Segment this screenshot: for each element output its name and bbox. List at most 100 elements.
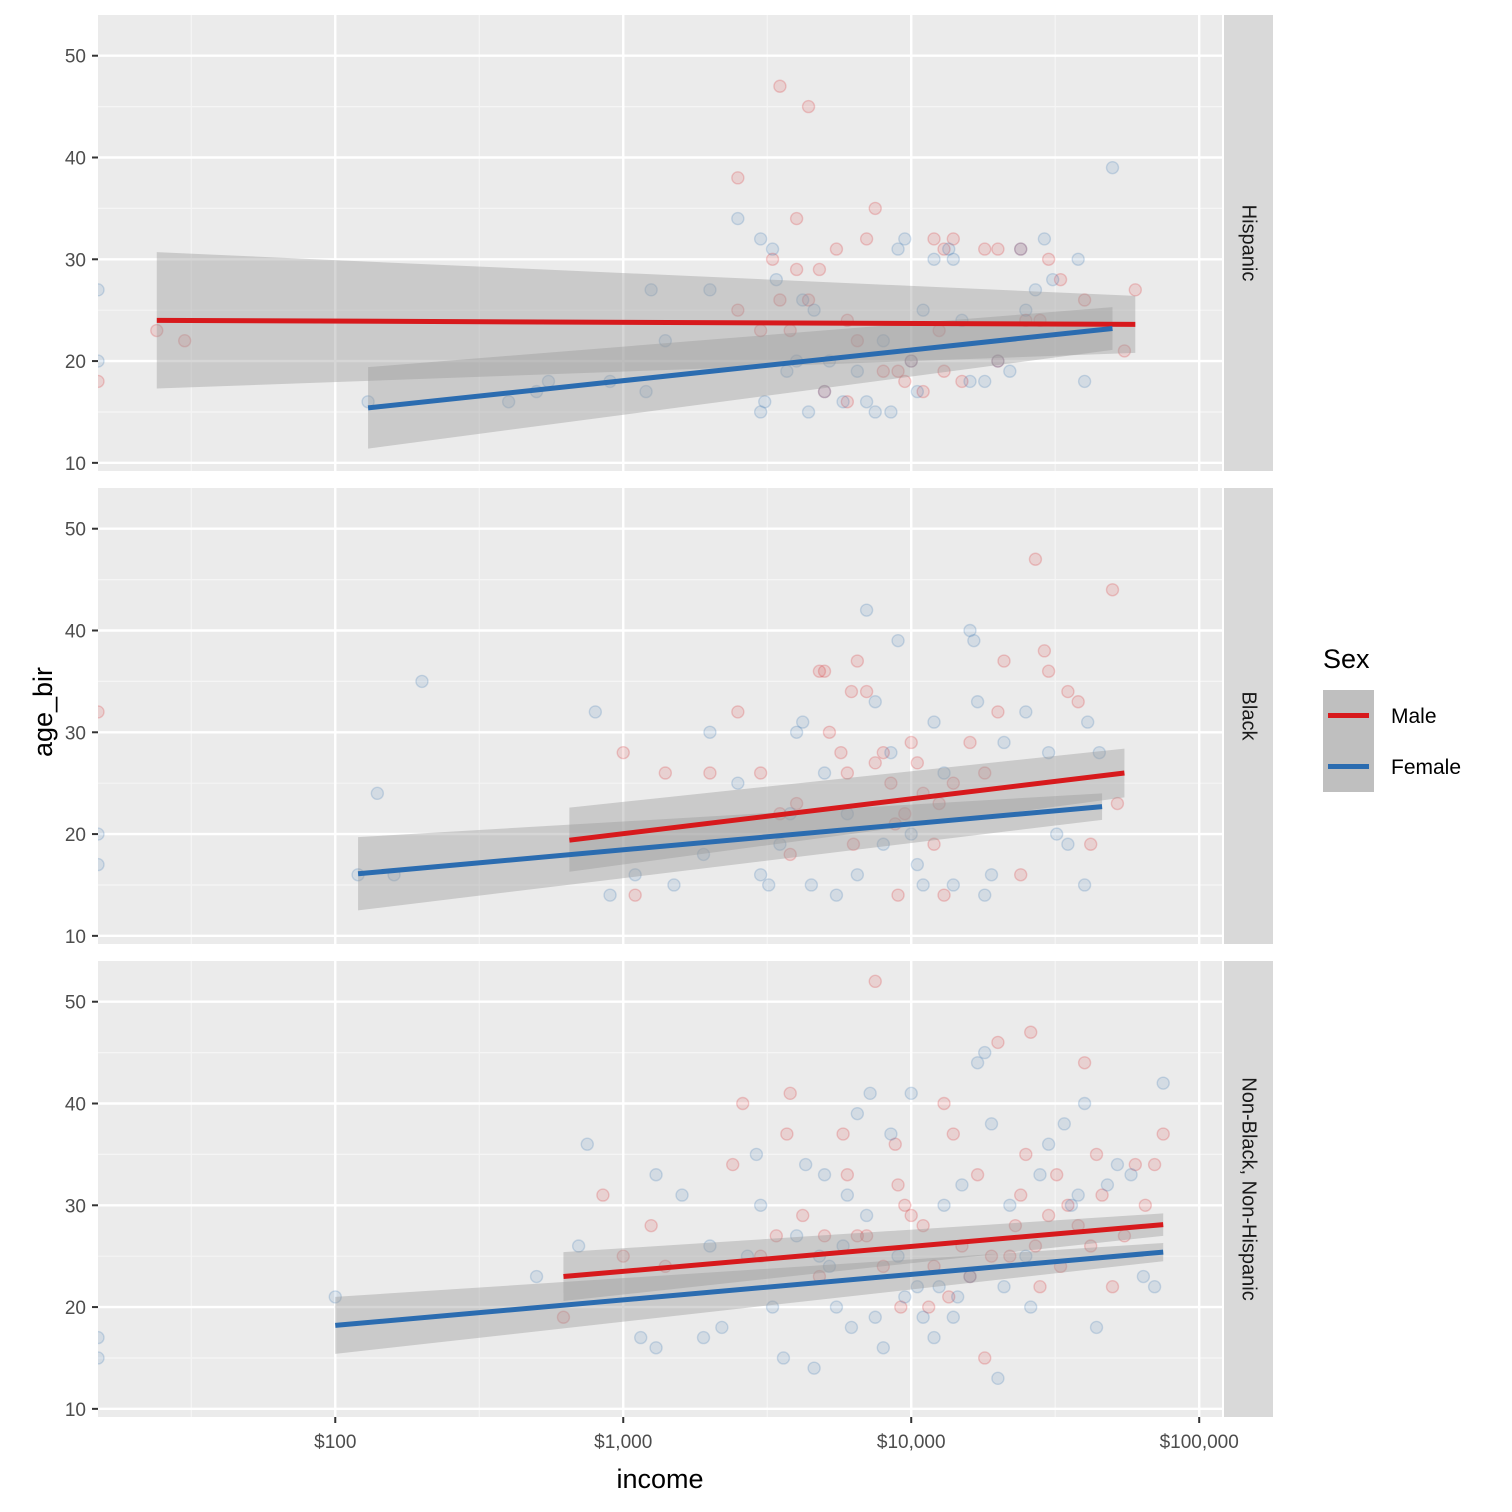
data-point-female bbox=[984, 1117, 999, 1131]
data-point-female bbox=[1136, 1269, 1151, 1284]
data-point-female bbox=[884, 745, 898, 760]
data-point-male bbox=[904, 354, 918, 368]
data-point-female bbox=[765, 242, 780, 256]
y-tick-label: 40 bbox=[65, 622, 86, 643]
data-point-male bbox=[773, 79, 787, 93]
facet-strip-label: Hispanic bbox=[1238, 205, 1260, 282]
data-point-male bbox=[1041, 664, 1056, 678]
data-point-male bbox=[942, 1290, 956, 1304]
data-point-female bbox=[1092, 745, 1107, 760]
data-point-female bbox=[868, 1310, 882, 1324]
data-point-male bbox=[731, 705, 745, 719]
data-point-female bbox=[1077, 878, 1092, 892]
data-point-male bbox=[829, 242, 844, 256]
data-point-female bbox=[829, 888, 844, 902]
data-point-female bbox=[731, 776, 745, 790]
data-point-male bbox=[891, 364, 905, 378]
legend: Sex Male Female bbox=[1323, 644, 1461, 792]
data-point-male bbox=[1117, 344, 1132, 358]
data-point-female bbox=[850, 364, 865, 378]
data-point-male bbox=[1128, 283, 1143, 297]
data-point-female bbox=[859, 1208, 874, 1223]
data-point-female bbox=[840, 1188, 855, 1202]
data-point-female bbox=[876, 334, 891, 348]
data-point-male bbox=[789, 211, 804, 226]
y-axis-title: age_bir bbox=[28, 667, 58, 757]
data-point-female bbox=[817, 766, 832, 780]
data-point-female bbox=[1046, 272, 1060, 287]
data-point-female bbox=[98, 827, 105, 841]
data-point-male bbox=[817, 664, 832, 678]
data-point-female bbox=[753, 232, 768, 246]
data-point-female bbox=[859, 395, 874, 409]
data-point-female bbox=[603, 888, 617, 902]
data-point-male bbox=[836, 1127, 850, 1141]
legend-label-female: Female bbox=[1391, 756, 1461, 779]
data-point-male bbox=[703, 766, 717, 780]
data-point-female bbox=[876, 1341, 891, 1355]
facet-panels: 10 20 30 40 50 Hispanic 10 20 30 40 50 Black 10 20 30 4… bbox=[65, 15, 1273, 1421]
data-point-male bbox=[904, 1208, 918, 1223]
data-point-male bbox=[894, 1300, 908, 1314]
data-point-female bbox=[696, 847, 711, 862]
data-point-female bbox=[776, 1351, 791, 1365]
data-point-male bbox=[726, 1157, 740, 1172]
data-point-female bbox=[529, 1269, 544, 1284]
data-point-male bbox=[1033, 1280, 1047, 1294]
data-point-male bbox=[1095, 1188, 1109, 1202]
data-point-male bbox=[997, 654, 1011, 668]
data-point-male bbox=[1071, 695, 1085, 709]
data-point-male bbox=[927, 232, 941, 246]
data-point-male bbox=[859, 684, 874, 699]
data-point-male bbox=[1041, 252, 1056, 266]
y-tick-label: 10 bbox=[65, 454, 86, 475]
legend-label-male: Male bbox=[1391, 705, 1437, 728]
data-point-female bbox=[916, 303, 930, 317]
y-tick-label: 50 bbox=[65, 47, 86, 68]
data-point-male bbox=[937, 888, 951, 902]
data-point-male bbox=[927, 837, 941, 851]
data-point-female bbox=[1156, 1076, 1170, 1090]
facet-strip-label: Black bbox=[1238, 692, 1260, 742]
data-point-female bbox=[991, 1371, 1005, 1386]
data-point-female bbox=[1077, 374, 1092, 389]
data-point-male bbox=[783, 847, 797, 862]
facet-strip bbox=[1224, 488, 1273, 944]
data-point-female bbox=[863, 1086, 877, 1101]
data-point-male bbox=[978, 1351, 992, 1365]
data-point-female bbox=[370, 786, 385, 801]
panel-content bbox=[98, 974, 1170, 1386]
data-point-male bbox=[834, 745, 848, 760]
data-point-male bbox=[978, 766, 992, 780]
panel-background bbox=[98, 961, 1222, 1417]
data-point-male bbox=[946, 1127, 961, 1141]
data-point-female bbox=[98, 283, 105, 297]
data-point-female bbox=[501, 395, 516, 409]
data-point-male bbox=[780, 1127, 794, 1141]
data-point-male bbox=[177, 334, 192, 348]
data-point-male bbox=[891, 888, 905, 902]
data-point-female bbox=[753, 868, 768, 882]
data-point-male bbox=[868, 201, 882, 216]
data-point-female bbox=[98, 1330, 105, 1345]
data-point-male bbox=[1003, 1249, 1017, 1263]
data-point-female bbox=[891, 1249, 905, 1263]
data-point-female bbox=[328, 1290, 342, 1304]
data-point-female bbox=[649, 1168, 663, 1182]
data-point-female bbox=[1080, 715, 1095, 729]
facet-panel-1: 10 20 30 40 50 Hispanic bbox=[65, 15, 1273, 475]
x-tick-label: $100,000 bbox=[1160, 1432, 1239, 1453]
data-point-male bbox=[910, 756, 925, 770]
data-point-female bbox=[796, 293, 810, 307]
data-point-female bbox=[98, 1351, 105, 1365]
data-point-female bbox=[1014, 242, 1028, 256]
data-point-female bbox=[1110, 1157, 1125, 1172]
fit-line-male bbox=[569, 770, 1125, 843]
fit-line-female bbox=[367, 326, 1113, 411]
y-tick-label: 30 bbox=[65, 723, 86, 744]
data-point-female bbox=[932, 1280, 946, 1294]
data-point-female bbox=[984, 868, 999, 882]
data-point-female bbox=[715, 1320, 729, 1335]
data-point-male bbox=[963, 735, 977, 750]
data-point-female bbox=[868, 405, 882, 419]
